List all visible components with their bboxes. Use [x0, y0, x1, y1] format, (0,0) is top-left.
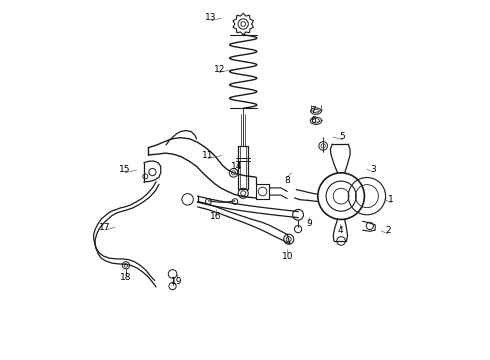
Text: 1: 1: [389, 195, 394, 204]
Text: 18: 18: [120, 273, 132, 282]
Text: 2: 2: [385, 226, 391, 235]
Text: 15: 15: [119, 166, 131, 175]
Text: 13: 13: [205, 13, 217, 22]
Text: 17: 17: [98, 223, 110, 232]
Text: 8: 8: [284, 176, 290, 185]
Text: 7: 7: [310, 105, 316, 114]
Text: 9: 9: [306, 219, 312, 228]
Text: 10: 10: [282, 252, 293, 261]
Text: 4: 4: [337, 226, 343, 235]
Text: 6: 6: [310, 116, 316, 125]
Text: 12: 12: [214, 65, 225, 74]
Text: 11: 11: [202, 151, 214, 160]
Text: 19: 19: [171, 276, 183, 285]
Text: 16: 16: [210, 212, 221, 221]
Text: 5: 5: [340, 132, 345, 141]
Text: 14: 14: [231, 162, 243, 171]
Text: 3: 3: [370, 165, 376, 174]
